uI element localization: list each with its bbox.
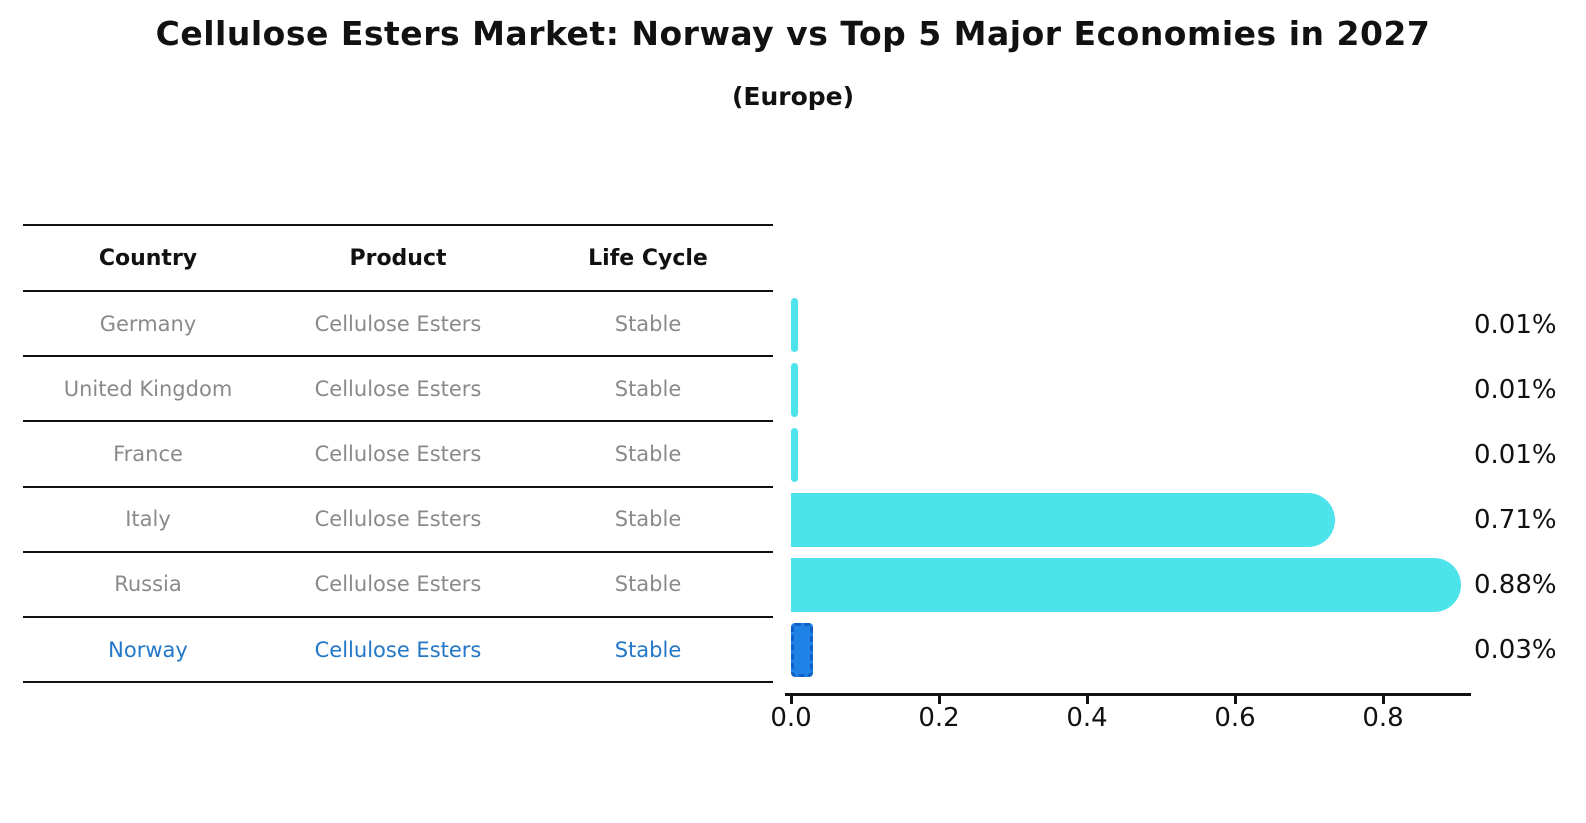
value-label-russia: 0.88% xyxy=(1474,570,1557,600)
data-table: Country Product Life Cycle Germany Cellu… xyxy=(23,224,773,684)
product-cell: Cellulose Esters xyxy=(314,441,482,466)
product-cell: Cellulose Esters xyxy=(314,311,482,336)
product-cell: Cellulose Esters xyxy=(314,572,482,597)
column-header-life-cycle: Life Cycle xyxy=(588,245,708,271)
bar-united-kingdom xyxy=(791,363,799,417)
table-row-united-kingdom: United Kingdom Cellulose Esters Stable xyxy=(23,357,773,423)
product-cell: Cellulose Esters xyxy=(314,376,482,401)
value-label-italy: 0.71% xyxy=(1474,505,1557,535)
life-cycle-cell: Stable xyxy=(614,637,682,662)
country-cell: United Kingdom xyxy=(63,376,233,401)
life-cycle-cell: Stable xyxy=(614,376,682,401)
life-cycle-cell: Stable xyxy=(614,572,682,597)
table-header-row: Country Product Life Cycle xyxy=(23,226,773,292)
x-tick-mark xyxy=(1234,696,1237,704)
country-cell: France xyxy=(113,441,183,466)
bar-russia xyxy=(791,558,1462,612)
bar-norway xyxy=(791,623,814,677)
x-tick-mark xyxy=(790,696,793,704)
country-cell: Russia xyxy=(114,572,182,597)
x-tick-mark xyxy=(1382,696,1385,704)
country-cell: Norway xyxy=(108,637,188,662)
product-cell: Cellulose Esters xyxy=(314,507,482,532)
table-row-norway: Norway Cellulose Esters Stable xyxy=(23,618,773,684)
x-tick-mark xyxy=(938,696,941,704)
bar-italy xyxy=(791,493,1336,547)
value-label-norway: 0.03% xyxy=(1474,635,1557,665)
life-cycle-cell: Stable xyxy=(614,311,682,336)
value-label-united-kingdom: 0.01% xyxy=(1474,375,1557,405)
product-cell: Cellulose Esters xyxy=(314,637,482,662)
life-cycle-cell: Stable xyxy=(614,441,682,466)
chart-subtitle: (Europe) xyxy=(731,82,855,111)
x-tick-label: 0.2 xyxy=(918,703,960,733)
value-label-france: 0.01% xyxy=(1474,440,1557,470)
table-row-russia: Russia Cellulose Esters Stable xyxy=(23,553,773,618)
bar-germany xyxy=(791,298,799,352)
x-tick-label: 0.6 xyxy=(1214,703,1256,733)
x-tick-mark xyxy=(1086,696,1089,704)
country-cell: Germany xyxy=(99,311,197,336)
chart-title: Cellulose Esters Market: Norway vs Top 5… xyxy=(155,14,1431,53)
x-tick-label: 0.8 xyxy=(1362,703,1404,733)
table-row-italy: Italy Cellulose Esters Stable xyxy=(23,488,773,553)
column-header-product: Product xyxy=(349,245,447,271)
value-label-germany: 0.01% xyxy=(1474,310,1557,340)
column-header-country: Country xyxy=(98,245,198,271)
country-cell: Italy xyxy=(125,507,171,532)
table-row-france: France Cellulose Esters Stable xyxy=(23,422,773,488)
x-axis-line xyxy=(785,693,1471,696)
x-tick-label: 0.0 xyxy=(770,703,812,733)
x-tick-label: 0.4 xyxy=(1066,703,1108,733)
table-row-germany: Germany Cellulose Esters Stable xyxy=(23,292,773,358)
life-cycle-cell: Stable xyxy=(614,507,682,532)
bar-france xyxy=(791,428,799,482)
